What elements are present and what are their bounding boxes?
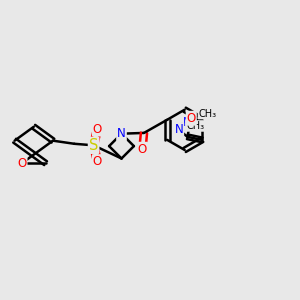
Text: O: O xyxy=(187,112,196,125)
Text: N: N xyxy=(175,123,183,136)
Text: O: O xyxy=(17,157,27,170)
Text: O: O xyxy=(93,155,102,168)
Text: N: N xyxy=(183,116,192,129)
Text: S: S xyxy=(89,138,98,153)
Text: N: N xyxy=(117,127,126,140)
Text: CH₃: CH₃ xyxy=(186,121,204,131)
Text: CH₃: CH₃ xyxy=(199,109,217,118)
Text: O: O xyxy=(93,123,102,136)
Text: O: O xyxy=(138,143,147,156)
